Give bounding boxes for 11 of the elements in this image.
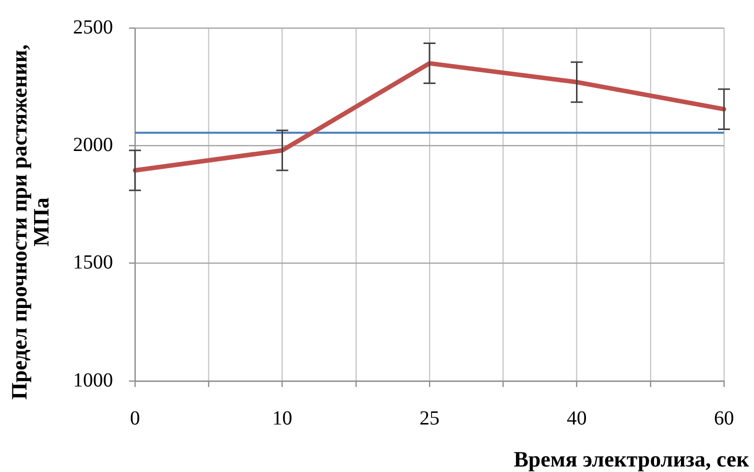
x-tick-label: 0 bbox=[130, 407, 140, 430]
x-tick-label: 40 bbox=[566, 407, 587, 430]
x-tick-label: 10 bbox=[272, 407, 292, 430]
y-tick-label: 1500 bbox=[73, 252, 113, 274]
y-tick-label: 1000 bbox=[73, 369, 113, 392]
y-tick-label: 2500 bbox=[73, 16, 113, 38]
y-tick-label: 2000 bbox=[73, 134, 113, 156]
x-axis-title: Время электролиза, сек bbox=[514, 446, 750, 472]
x-tick-label: 25 bbox=[420, 407, 440, 430]
y-axis-title: Предел прочности при растяжении, МПа bbox=[6, 44, 54, 400]
x-tick-label: 60 bbox=[714, 407, 734, 430]
